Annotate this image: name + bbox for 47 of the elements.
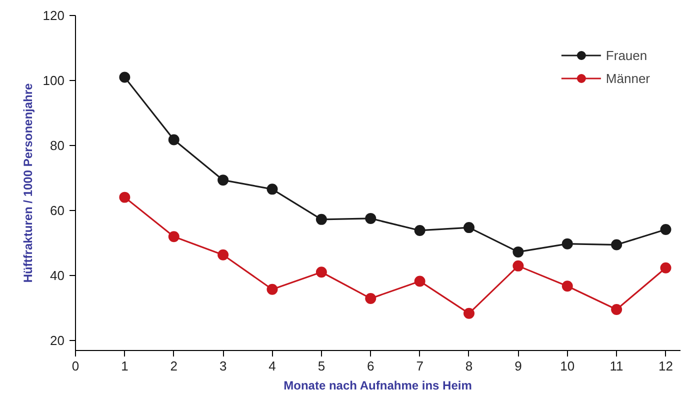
y-tick-label: 120 xyxy=(42,8,65,23)
point xyxy=(660,262,672,274)
x-tick-label: 9 xyxy=(514,358,522,374)
point xyxy=(316,214,327,225)
x-tick-label: 10 xyxy=(560,358,575,374)
point xyxy=(512,260,524,272)
point xyxy=(119,192,130,203)
point xyxy=(266,284,278,295)
point xyxy=(463,222,474,234)
point xyxy=(463,308,474,319)
point xyxy=(316,266,327,278)
y-tick-label: 40 xyxy=(50,268,65,284)
x-tick-label: 7 xyxy=(416,358,424,374)
x-tick-label: 1 xyxy=(121,358,128,374)
point xyxy=(365,292,376,304)
legend-label: Männer xyxy=(606,70,650,86)
point xyxy=(365,212,376,224)
x-tick-label: 6 xyxy=(367,358,374,374)
point xyxy=(266,184,278,195)
point xyxy=(512,246,524,258)
y-tick-label: 20 xyxy=(50,333,65,348)
point xyxy=(660,224,672,235)
y-tick-label: 80 xyxy=(50,138,65,154)
point xyxy=(218,174,229,186)
point xyxy=(562,238,573,250)
y-tick-label: 100 xyxy=(42,73,65,88)
x-tick-label: 11 xyxy=(610,358,624,374)
x-tick-label: 12 xyxy=(658,358,673,374)
point xyxy=(168,231,180,242)
x-axis-title: Monate nach Aufnahme ins Heim xyxy=(284,378,472,392)
point xyxy=(168,134,180,146)
y-tick-label: 60 xyxy=(50,203,65,218)
x-tick-label: 8 xyxy=(465,358,473,374)
x-tick-label: 0 xyxy=(72,358,80,374)
x-tick-label: 3 xyxy=(219,358,227,374)
x-tick-label: 5 xyxy=(318,358,326,374)
legend-label: Frauen xyxy=(606,48,648,62)
point xyxy=(218,249,229,260)
point xyxy=(611,239,622,250)
point xyxy=(611,304,622,316)
point xyxy=(414,276,426,287)
y-axis-title: Hüftfrakturen / 1000 Personenjahre xyxy=(20,82,35,283)
point xyxy=(119,72,130,83)
x-tick-label: 2 xyxy=(170,358,178,374)
point xyxy=(562,280,573,292)
point xyxy=(414,224,426,236)
x-tick-label: 4 xyxy=(268,358,276,374)
